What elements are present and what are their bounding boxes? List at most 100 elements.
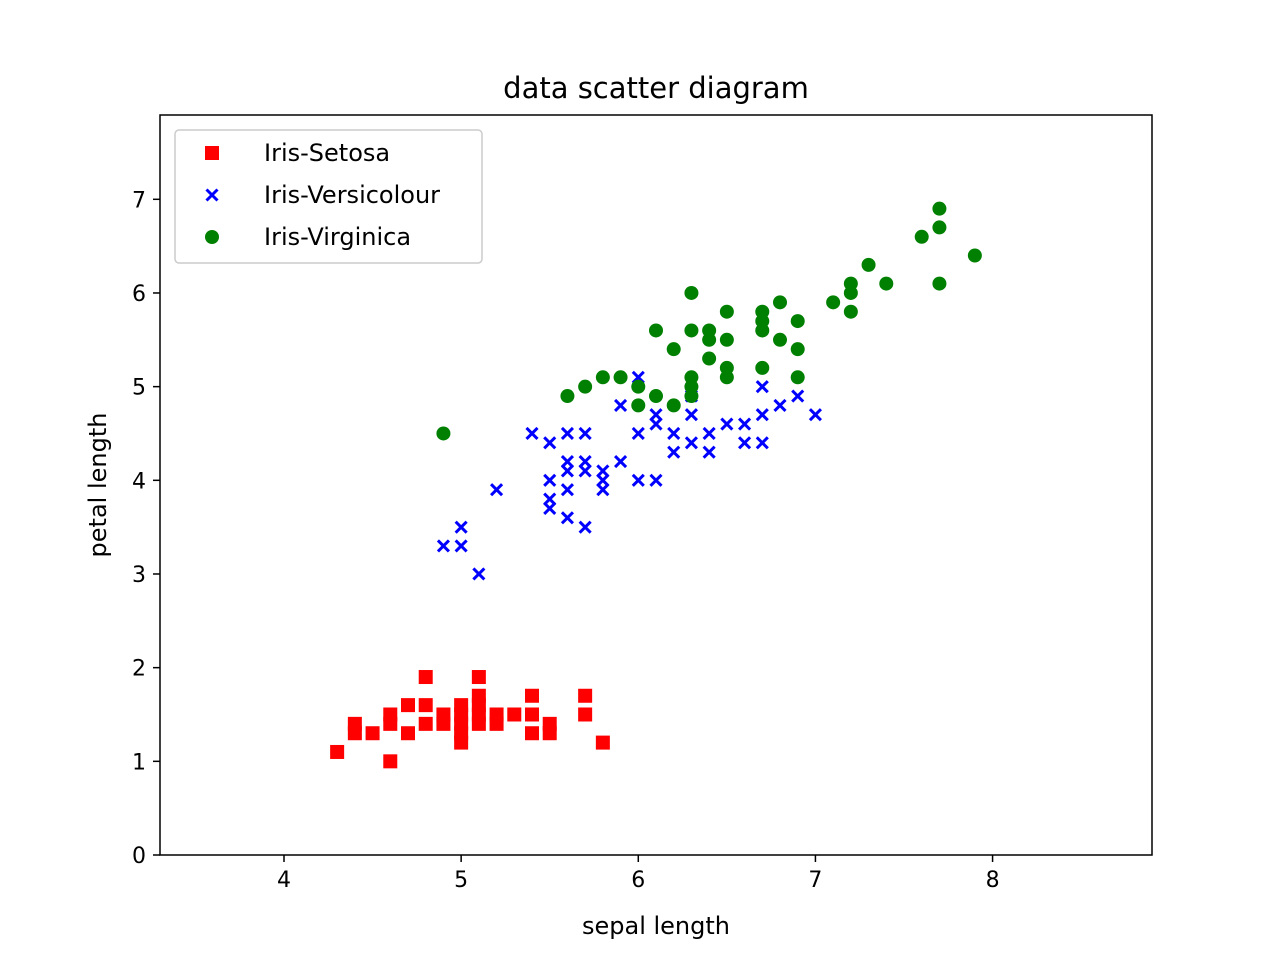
data-point	[578, 707, 593, 722]
x-tick-label: 7	[808, 868, 822, 893]
y-tick-label: 1	[132, 750, 146, 775]
data-point	[738, 436, 752, 450]
data-point	[560, 483, 574, 497]
data-point	[719, 332, 734, 347]
data-point	[843, 304, 858, 319]
data-point	[525, 688, 539, 703]
data-point	[383, 707, 398, 722]
x-tick-label: 8	[986, 868, 1000, 893]
y-tick-label: 0	[132, 844, 146, 869]
data-point	[560, 455, 574, 469]
data-point	[543, 492, 557, 506]
data-point	[649, 473, 663, 487]
data-point	[454, 698, 469, 713]
data-point	[649, 389, 663, 404]
x-tick-label: 5	[454, 868, 468, 893]
y-tick-label: 4	[132, 469, 146, 494]
data-point	[684, 370, 699, 385]
data-point	[631, 379, 646, 394]
data-point	[649, 323, 663, 338]
data-point	[454, 520, 468, 534]
y-tick-label: 3	[132, 563, 146, 588]
data-point	[560, 426, 574, 441]
data-point	[560, 389, 575, 404]
data-point	[861, 257, 876, 272]
data-point	[578, 379, 593, 394]
data-point	[684, 285, 699, 300]
legend-label: Iris-Setosa	[264, 139, 390, 167]
data-point	[719, 360, 734, 375]
y-tick-label: 6	[132, 282, 146, 307]
axes: 4 5 6 7 8 0 1 2 3 4 5 6 7	[132, 114, 1153, 893]
data-point	[330, 744, 345, 759]
data-point	[791, 389, 805, 403]
data-point	[702, 445, 716, 459]
data-point	[631, 426, 645, 441]
data-point	[347, 716, 362, 731]
data-point	[543, 436, 557, 450]
data-point	[613, 370, 628, 385]
data-point	[684, 408, 698, 422]
data-point	[525, 707, 539, 722]
data-point	[755, 408, 769, 422]
data-point	[614, 455, 628, 469]
data-point	[826, 295, 841, 310]
data-point	[790, 370, 805, 385]
x-tick-label: 6	[631, 868, 645, 893]
data-point	[560, 511, 574, 525]
data-point	[595, 735, 610, 750]
data-point	[755, 304, 770, 319]
y-tick-label: 2	[132, 657, 146, 682]
data-point	[525, 726, 539, 741]
data-point	[773, 398, 787, 412]
data-point	[490, 483, 504, 497]
data-point	[365, 726, 380, 741]
legend-label: Iris-Virginica	[264, 223, 411, 251]
data-point	[436, 707, 451, 722]
data-point	[666, 398, 681, 413]
legend-label: Iris-Versicolour	[264, 181, 440, 209]
data-point	[489, 707, 504, 722]
data-point	[666, 342, 681, 357]
data-point	[684, 323, 699, 338]
data-point	[755, 436, 769, 450]
data-point	[808, 408, 822, 422]
data-point	[471, 670, 486, 685]
y-axis-title: petal length	[84, 413, 112, 558]
legend: Iris-Setosa Iris-Versicolour Iris-Virginic…	[174, 129, 483, 264]
data-point	[436, 426, 451, 441]
data-point	[720, 417, 734, 431]
data-point	[578, 688, 593, 703]
data-point	[418, 670, 433, 685]
data-point	[578, 426, 592, 441]
data-point	[578, 455, 592, 469]
data-point	[471, 688, 486, 703]
data-point	[596, 464, 610, 478]
chart-title: data scatter diagram	[503, 71, 809, 105]
data-point	[932, 276, 947, 291]
data-point	[631, 398, 646, 413]
data-point	[914, 229, 929, 244]
plot-area	[330, 201, 982, 769]
data-point	[472, 567, 486, 581]
data-point	[773, 295, 787, 310]
data-point	[755, 380, 769, 394]
data-point	[401, 726, 415, 741]
x-tick-label: 4	[277, 868, 291, 893]
data-point	[507, 707, 522, 722]
data-point	[702, 323, 717, 338]
y-tick-label: 7	[132, 188, 146, 213]
data-point	[578, 520, 592, 534]
data-point	[755, 360, 770, 375]
legend-marker	[205, 146, 219, 160]
data-point	[595, 370, 610, 385]
data-point	[543, 473, 557, 487]
data-point	[932, 201, 947, 216]
data-point	[773, 332, 787, 347]
y-tick-label: 5	[132, 376, 146, 401]
data-point	[790, 314, 805, 329]
data-point	[383, 754, 398, 769]
data-point	[932, 220, 947, 235]
